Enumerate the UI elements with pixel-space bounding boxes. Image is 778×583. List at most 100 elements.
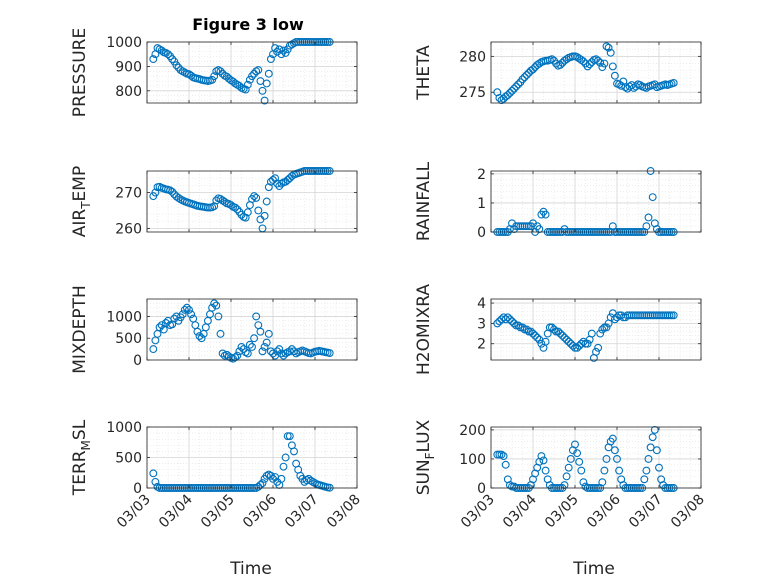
- data-point: [218, 349, 227, 358]
- data-point: [283, 432, 292, 441]
- data-point: [514, 80, 523, 89]
- data-point: [598, 478, 607, 487]
- data-point: [254, 66, 263, 75]
- data-point: [287, 172, 296, 180]
- data-point: [197, 334, 206, 343]
- data-point: [174, 193, 183, 202]
- data-point: [264, 329, 273, 338]
- y-tick-label: 900: [115, 59, 142, 75]
- data-point: [281, 453, 290, 462]
- subplot-theta: 275 280 THETA: [414, 41, 702, 105]
- data-point: [155, 323, 164, 332]
- data-point: [279, 46, 288, 55]
- subplot-air_temp: 260 270 AIRTEMP: [70, 166, 358, 237]
- y-axis-label: TERRMSL: [70, 419, 93, 496]
- data-point: [182, 303, 191, 312]
- data-point: [594, 343, 603, 352]
- axes-box: [146, 170, 358, 233]
- axes-box: [490, 41, 702, 104]
- data-point: [185, 305, 193, 314]
- data-point: [608, 62, 617, 71]
- data-point: [617, 81, 626, 90]
- data-point: [596, 329, 605, 338]
- y-tick-label: 1000: [106, 420, 142, 436]
- data-point: [535, 225, 544, 234]
- data-point: [665, 311, 674, 320]
- data-point: [243, 80, 252, 89]
- data-point: [600, 323, 609, 332]
- data-point: [210, 72, 219, 81]
- data-point: [262, 79, 271, 88]
- data-point: [149, 345, 158, 354]
- axes-box: [146, 298, 358, 361]
- subplot-sun_flux: 0 100 200 03/03 03/04 03/05 03/06 03/07 03/08 SUN…: [414, 419, 708, 531]
- data-point: [243, 208, 252, 217]
- y-tick-label: 280: [459, 49, 486, 65]
- axes-box: [490, 170, 702, 233]
- y-axis-label: MIXDEPTH: [70, 285, 90, 374]
- data-point: [537, 452, 546, 460]
- data-point: [243, 349, 252, 358]
- data-point: [216, 67, 225, 76]
- data-point: [149, 55, 158, 64]
- data-point: [526, 327, 535, 336]
- data-point: [646, 443, 655, 452]
- data-point: [187, 310, 196, 319]
- subplot-terr_msl: 0 500 1000 03/03 03/04 03/05 03/06 03/07 03/08 TE…: [70, 419, 364, 531]
- data-point: [644, 455, 653, 463]
- grid: [490, 41, 702, 103]
- data-point: [241, 213, 250, 222]
- data-point: [615, 466, 624, 475]
- data-point: [522, 325, 531, 334]
- data-point: [227, 201, 235, 210]
- data-point: [503, 313, 512, 322]
- data-point: [258, 479, 267, 488]
- data-point: [187, 71, 196, 80]
- y-tick-label: 1000: [106, 309, 142, 325]
- data-point: [581, 339, 590, 348]
- data-point: [604, 43, 613, 52]
- data-point: [608, 434, 617, 443]
- data-point: [168, 187, 177, 196]
- data-point: [151, 188, 160, 197]
- data-point: [231, 353, 240, 362]
- data-point: [271, 174, 280, 183]
- data-point: [508, 317, 516, 326]
- data-point: [556, 329, 565, 338]
- data-point: [508, 86, 516, 95]
- data-point: [292, 349, 301, 358]
- data-point: [260, 96, 269, 105]
- data-point: [541, 466, 550, 475]
- y-tick-label: 1000: [106, 35, 142, 51]
- data-point: [210, 299, 219, 308]
- data-point: [256, 327, 265, 336]
- data-point: [566, 455, 575, 463]
- subplot-h2omixra: 2 3 4 H2OMIXRA: [414, 284, 702, 375]
- data-point: [277, 474, 286, 483]
- data-point: [262, 338, 271, 347]
- data-point: [564, 337, 573, 346]
- data-point: [583, 339, 592, 348]
- data-point: [610, 446, 619, 455]
- data-point: [573, 449, 582, 458]
- data-point: [214, 312, 223, 321]
- data-point: [248, 342, 256, 351]
- data-point: [258, 347, 267, 356]
- y-tick-label: 4: [477, 296, 486, 312]
- x-tick-label: 03/07: [282, 492, 322, 532]
- data-point: [283, 176, 292, 184]
- data-point: [505, 88, 514, 97]
- data-point: [602, 455, 611, 463]
- data-point: [231, 203, 240, 212]
- data-point: [642, 83, 651, 92]
- data-point: [281, 349, 290, 358]
- data-point: [279, 462, 288, 471]
- y-tick-label: 100: [459, 452, 486, 468]
- data-point: [522, 71, 531, 79]
- series-theta: [493, 42, 678, 105]
- data-point: [642, 222, 651, 231]
- data-point: [529, 65, 537, 74]
- data-point: [598, 325, 607, 334]
- data-point: [499, 452, 508, 460]
